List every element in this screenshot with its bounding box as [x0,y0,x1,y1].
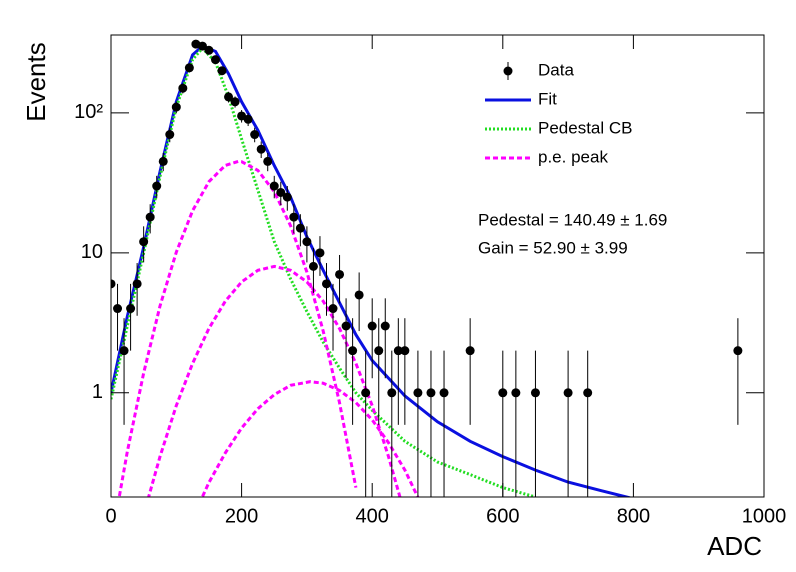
data-point [387,388,397,398]
data-point [113,304,123,314]
data-point [289,212,299,222]
data-point [380,321,390,331]
data-point [165,130,175,140]
data-point [426,388,436,398]
data-point [583,388,593,398]
y-tick-label: 10 [81,241,103,263]
data-point [217,66,227,76]
data-point [126,304,136,314]
data-point [361,388,371,398]
fit-line [200,380,420,497]
data-point [563,388,573,398]
y-tick-label: 10² [74,101,103,123]
x-tick-label: 600 [486,505,519,527]
fit-line [117,159,358,497]
data-point [243,114,253,124]
data-point [171,102,181,112]
data-point [295,223,305,233]
annotation: Pedestal = 140.49 ± 1.69 [478,210,667,229]
x-tick-label: 200 [225,505,258,527]
data-point [498,388,508,398]
fit-line [111,44,633,497]
data-point [308,261,318,271]
data-point [413,388,423,398]
data-point [439,388,449,398]
data-point [210,55,220,65]
data-point [158,156,168,166]
data-point [178,83,188,93]
x-tick-label: 0 [105,505,116,527]
data-point [230,97,240,107]
data-point [530,388,540,398]
data-point [341,321,351,331]
fit-line [147,264,402,497]
data-point [374,346,384,356]
data-point [263,156,273,166]
data-point [733,346,743,356]
data-point [511,388,521,398]
data-point [204,45,214,55]
legend-label: Fit [538,89,557,108]
data-point [132,279,142,289]
fit-line [111,45,536,497]
data-point [152,181,162,191]
data-point [348,346,358,356]
data-point [269,181,279,191]
data-point [224,92,234,102]
data-point [119,346,129,356]
y-tick-label: 1 [92,381,103,403]
data-point [197,41,207,51]
x-tick-label: 1000 [742,505,787,527]
x-axis-label: ADC [707,531,762,561]
y-axis-label: Events [21,42,51,122]
data-point [276,187,286,197]
data-point [328,304,338,314]
legend-label: Data [538,60,574,79]
data-point [367,321,377,331]
x-tick-label: 400 [356,505,389,527]
data-point [256,144,266,154]
annotation: Gain = 52.90 ± 3.99 [478,238,628,257]
legend-swatch [503,66,513,76]
x-tick-label: 800 [617,505,650,527]
data-point [302,237,312,247]
data-point [184,63,194,73]
data-point [111,279,116,289]
data-point [145,212,155,222]
data-point [250,130,260,140]
data-point [393,346,403,356]
frame [110,34,765,498]
data-point [321,279,331,289]
data-point [400,346,410,356]
data-point [139,237,149,247]
data-point [315,248,325,258]
legend-label: p.e. peak [538,147,608,166]
data-point [335,269,345,279]
legend-label: Pedestal CB [538,118,633,137]
plot-area [111,39,743,497]
data-point [282,192,292,202]
data-point [354,290,364,300]
data-point [465,346,475,356]
